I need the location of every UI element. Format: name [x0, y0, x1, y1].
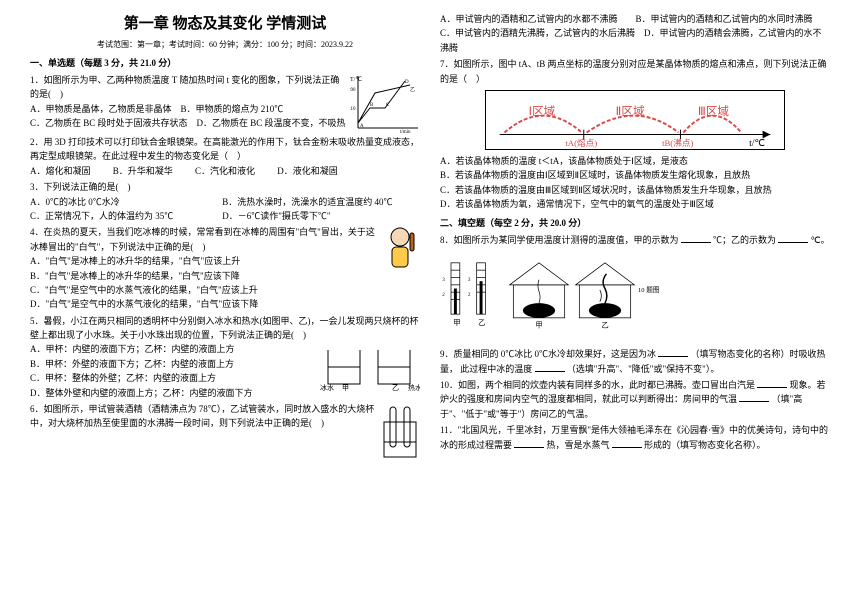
- blank: [739, 392, 769, 402]
- q7: 7．如图所示，图中 tA、tB 两点坐标的温度分别对应是某晶体物质的熔点和沸点，…: [440, 57, 830, 211]
- q2-stem: 2．用 3D 打印技术可以打印钛合金眼镜架。在高能激光的作用下，钛合金粉末吸收热…: [30, 135, 420, 164]
- beaker-icon: 冰水 甲 乙 热水: [320, 342, 420, 392]
- q2-opt-d: D．液化和凝固: [277, 164, 338, 178]
- svg-text:2: 2: [442, 292, 445, 298]
- svg-text:乙: 乙: [601, 320, 608, 329]
- q10-a: 10．如图，两个相同的炊壶内装有同样多的水，此时都已沸腾。壶口冒出白汽是: [440, 380, 755, 390]
- test-tube-icon: [380, 402, 420, 462]
- q3: 3．下列说法正确的是( ) A．0℃的冰比 0℃水冷 B．洗热水澡时，洗澡水的适…: [30, 180, 420, 223]
- q2-opt-b: B．升华和凝华: [113, 164, 173, 178]
- q4: 4．在炎热的夏天，当我们吃冰棒的时候，常常看到在冰棒的周围有"白气"冒出，关于这…: [30, 225, 420, 311]
- svg-text:热水: 热水: [408, 383, 420, 392]
- svg-text:210: 210: [350, 107, 356, 112]
- q4-opt-b: B．"白气"是冰棒上的冰升华的结果，"白气"应该下降: [30, 269, 420, 283]
- right-column: A．甲试管内的酒精和乙试管内的水都不沸腾 B．甲试管内的酒精和乙试管内的水同时沸…: [430, 12, 840, 595]
- q6-opts: A．甲试管内的酒精和乙试管内的水都不沸腾 B．甲试管内的酒精和乙试管内的水同时沸…: [440, 12, 830, 55]
- left-column: 第一章 物态及其变化 学情测试 考试范围：第一章；考试时间：60 分钟；满分：1…: [20, 12, 430, 595]
- svg-text:乙: 乙: [478, 318, 485, 327]
- q6-opt-ab: A．甲试管内的酒精和乙试管内的水都不沸腾 B．甲试管内的酒精和乙试管内的水同时沸…: [440, 12, 830, 26]
- q5-stem: 5．暑假，小江在两只相同的透明杯中分别倒入冰水和热水(如图甲、乙)，一会儿发现两…: [30, 314, 420, 343]
- svg-text:Ⅰ区域: Ⅰ区域: [529, 105, 556, 118]
- svg-text:Ⅱ区域: Ⅱ区域: [616, 105, 645, 118]
- q2-opt-a: A．熔化和凝固: [30, 164, 91, 178]
- q8-a: 8．如图所示为某同学使用温度计测得的温度值，甲的示数为: [440, 235, 679, 245]
- section1-heading: 一、单选题（每题 3 分，共 21.0 分）: [30, 56, 420, 69]
- svg-text:C: C: [386, 103, 390, 108]
- svg-text:A: A: [360, 124, 364, 129]
- q7-stem: 7．如图所示，图中 tA、tB 两点坐标的温度分别对应是某晶体物质的熔点和沸点，…: [440, 57, 830, 86]
- q4-stem: 4．在炎热的夏天，当我们吃冰棒的时候，常常看到在冰棒的周围有"白气"冒出，关于这…: [30, 225, 420, 254]
- svg-text:t/℃: t/℃: [749, 138, 765, 149]
- svg-text:甲: 甲: [342, 384, 349, 392]
- q3-opt-c: C．正常情况下，人的体温约为 35℃: [30, 209, 200, 223]
- q1-opt-cd: C．乙物质在 BC 段时处于固液共存状态 D．乙物质在 BC 段温度不变，不吸热: [30, 116, 348, 130]
- q8: 8．如图所示为某同学使用温度计测得的温度值，甲的示数为 ℃；乙的示数为 ℃。 3…: [440, 233, 830, 346]
- page-title: 第一章 物态及其变化 学情测试: [30, 12, 420, 33]
- q5: 5．暑假，小江在两只相同的透明杯中分别倒入冰水和热水(如图甲、乙)，一会儿发现两…: [30, 314, 420, 400]
- zone-diagram: Ⅰ区域 Ⅱ区域 Ⅲ区域 tA(熔点) tB(沸点) t/℃: [485, 90, 785, 150]
- q3-opt-d: D．－6℃读作"摄氏零下℃": [222, 209, 330, 223]
- q9-c: 此过程中冰的温度: [460, 364, 532, 374]
- q3-opt-a: A．0℃的冰比 0℃水冷: [30, 195, 200, 209]
- blank: [535, 362, 565, 372]
- thermometer-kettle-figure: 3 2 甲 3 2 乙 甲 乙 10 题图: [440, 249, 660, 339]
- q4-opt-c: C．"白气"是空气中的水蒸气液化的结果，"白气"应该上升: [30, 283, 420, 297]
- q7-opt-b: B．若该晶体物质的温度由Ⅰ区域到Ⅱ区域时，该晶体物质发生熔化现象，且放热: [440, 168, 830, 182]
- svg-text:10 题图: 10 题图: [638, 286, 660, 294]
- q2-opt-c: C．汽化和液化: [195, 164, 255, 178]
- q9-a: 9．质量相同的 0℃冰比 0℃水冷却效果好，这是因为冰: [440, 349, 656, 359]
- q9-d: （选填"升高"、"降低"或"保持不变"）。: [567, 364, 720, 374]
- q1-opt-ab: A．甲物质是晶体，乙物质是非晶体 B．甲物质的熔点为 210℃: [30, 102, 348, 116]
- blank: [514, 438, 544, 448]
- svg-text:T/℃: T/℃: [350, 77, 362, 83]
- q3-stem: 3．下列说法正确的是( ): [30, 180, 420, 194]
- svg-text:tB(沸点): tB(沸点): [662, 137, 693, 148]
- q7-opt-a: A．若该晶体物质的温度 t＜tA，该晶体物质处于Ⅰ区域，是液态: [440, 154, 830, 168]
- q10: 10．如图，两个相同的炊壶内装有同样多的水，此时都已沸腾。壶口冒出白汽是 现象。…: [440, 378, 830, 421]
- svg-text:甲: 甲: [453, 318, 460, 327]
- svg-text:290: 290: [350, 88, 356, 93]
- svg-text:Ⅲ区域: Ⅲ区域: [698, 105, 730, 118]
- svg-text:D: D: [405, 80, 409, 85]
- blank: [757, 378, 787, 388]
- q3-opt-b: B．洗热水澡时，洗澡水的适宜温度约 40℃: [222, 195, 392, 209]
- q9: 9．质量相同的 0℃冰比 0℃水冷却效果好，这是因为冰 （填写物态变化的名称）时…: [440, 347, 830, 376]
- q8-b: ℃；乙的示数为: [713, 235, 776, 245]
- svg-text:3: 3: [468, 277, 471, 283]
- blank: [612, 438, 642, 448]
- q11: 11．"北国风光，千里冰封，万里雪飘"是伟大领袖毛泽东在《沁园春·雪》中的优美诗…: [440, 423, 830, 452]
- svg-text:甲: 甲: [535, 320, 542, 329]
- blank: [778, 233, 808, 243]
- blank: [681, 233, 711, 243]
- svg-text:t/min: t/min: [400, 130, 411, 133]
- q11-b: 热，雪是水蒸气: [547, 440, 610, 450]
- q7-opt-d: D．若该晶体物质为氧，通常情况下，空气中的氧气的温度处于Ⅲ区域: [440, 197, 830, 211]
- q7-opt-c: C．若该晶体物质的温度由Ⅲ区域到Ⅱ区域状况时，该晶体物质发生升华现象，且放热: [440, 183, 830, 197]
- q6-stem: 6．如图所示，甲试管装酒精（酒精沸点为 78℃），乙试管装水，同时放入盛水的大烧…: [30, 402, 420, 431]
- svg-text:乙: 乙: [392, 384, 399, 392]
- popsicle-icon: [380, 225, 420, 275]
- svg-text:tA(熔点): tA(熔点): [565, 137, 597, 148]
- q1: 1．如图所示为甲、乙两种物质温度 T 随加热时间 t 变化的图象，下列说法正确的…: [30, 73, 420, 133]
- blank: [658, 347, 688, 357]
- svg-text:3: 3: [442, 277, 445, 283]
- svg-text:B: B: [370, 103, 374, 108]
- svg-text:乙: 乙: [410, 86, 415, 93]
- q8-c: ℃。: [811, 235, 830, 245]
- q1-stem: 1．如图所示为甲、乙两种物质温度 T 随加热时间 t 变化的图象，下列说法正确的…: [30, 73, 348, 102]
- q4-opt-d: D．"白气"是空气中的水蒸气液化的结果，"白气"应该下降: [30, 297, 420, 311]
- q6-opt-cd: C．甲试管内的酒精先沸腾，乙试管内的水后沸腾 D．甲试管内的酒精会沸腾，乙试管内…: [440, 26, 830, 55]
- q1-chart: T/℃ 290 210 t/min A B C D 乙: [350, 73, 420, 133]
- section2-heading: 二、填空题（每空 2 分，共 20.0 分）: [440, 216, 830, 229]
- svg-text:2: 2: [468, 292, 471, 298]
- exam-info: 考试范围：第一章；考试时间：60 分钟；满分：100 分；时间：2023.9.2…: [30, 39, 420, 50]
- svg-text:冰水: 冰水: [320, 383, 334, 392]
- q2: 2．用 3D 打印技术可以打印钛合金眼镜架。在高能激光的作用下，钛合金粉末吸收热…: [30, 135, 420, 178]
- q4-opt-a: A．"白气"是冰棒上的冰升华的结果，"白气"应该上升: [30, 254, 420, 268]
- q6: 6．如图所示，甲试管装酒精（酒精沸点为 78℃），乙试管装水，同时放入盛水的大烧…: [30, 402, 420, 431]
- q11-c: 形成的（填写物态变化名称）。: [644, 440, 766, 450]
